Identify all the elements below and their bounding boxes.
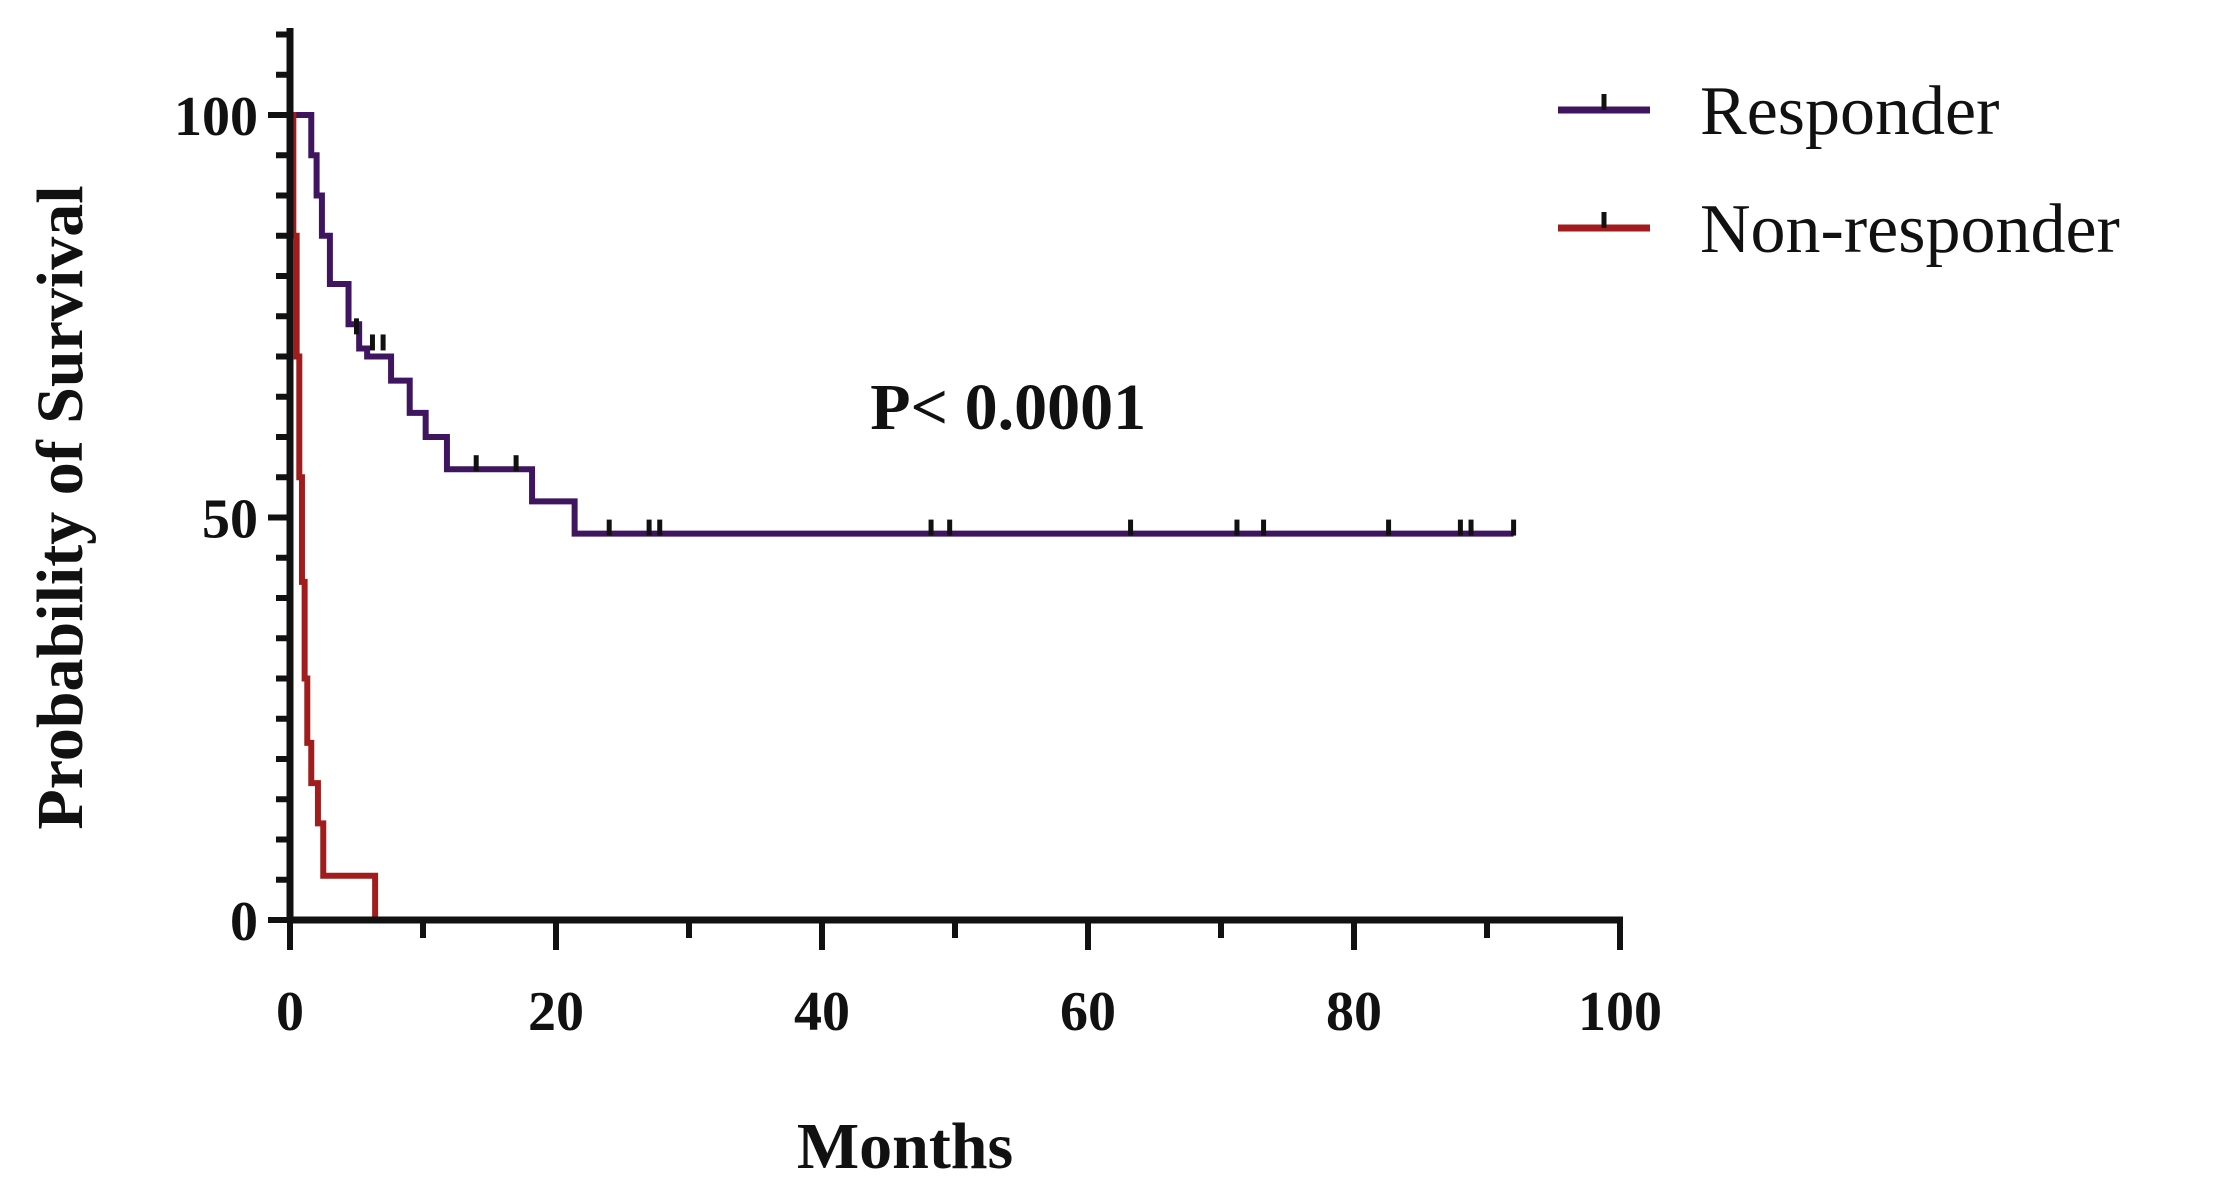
x-axis-title: Months [797, 1110, 1013, 1183]
y-axis-ticks: 0 50 100 [174, 31, 290, 953]
curve-non-responder [290, 112, 379, 920]
legend-label: Non-responder [1700, 191, 2120, 268]
y-tick-label: 0 [230, 891, 258, 953]
x-tick-label: 100 [1578, 981, 1662, 1043]
y-tick-label: 100 [174, 86, 258, 148]
y-axis-title: Probability of Survival [24, 185, 97, 829]
x-tick-label: 0 [276, 981, 304, 1043]
p-value-annotation: P< 0.0001 [870, 371, 1146, 444]
x-axis-ticks: 0 20 40 60 80 100 [276, 920, 1662, 1043]
curve-responder [290, 112, 1514, 537]
x-tick-label: 60 [1060, 981, 1116, 1043]
legend-label: Responder [1700, 73, 1999, 150]
x-tick-label: 80 [1326, 981, 1382, 1043]
y-tick-label: 50 [202, 489, 258, 551]
x-tick-label: 20 [528, 981, 584, 1043]
legend: Responder Non-responder [1558, 73, 2120, 268]
censor-marks [354, 318, 1517, 536]
x-tick-label: 40 [794, 981, 850, 1043]
survival-curves [290, 112, 1514, 920]
